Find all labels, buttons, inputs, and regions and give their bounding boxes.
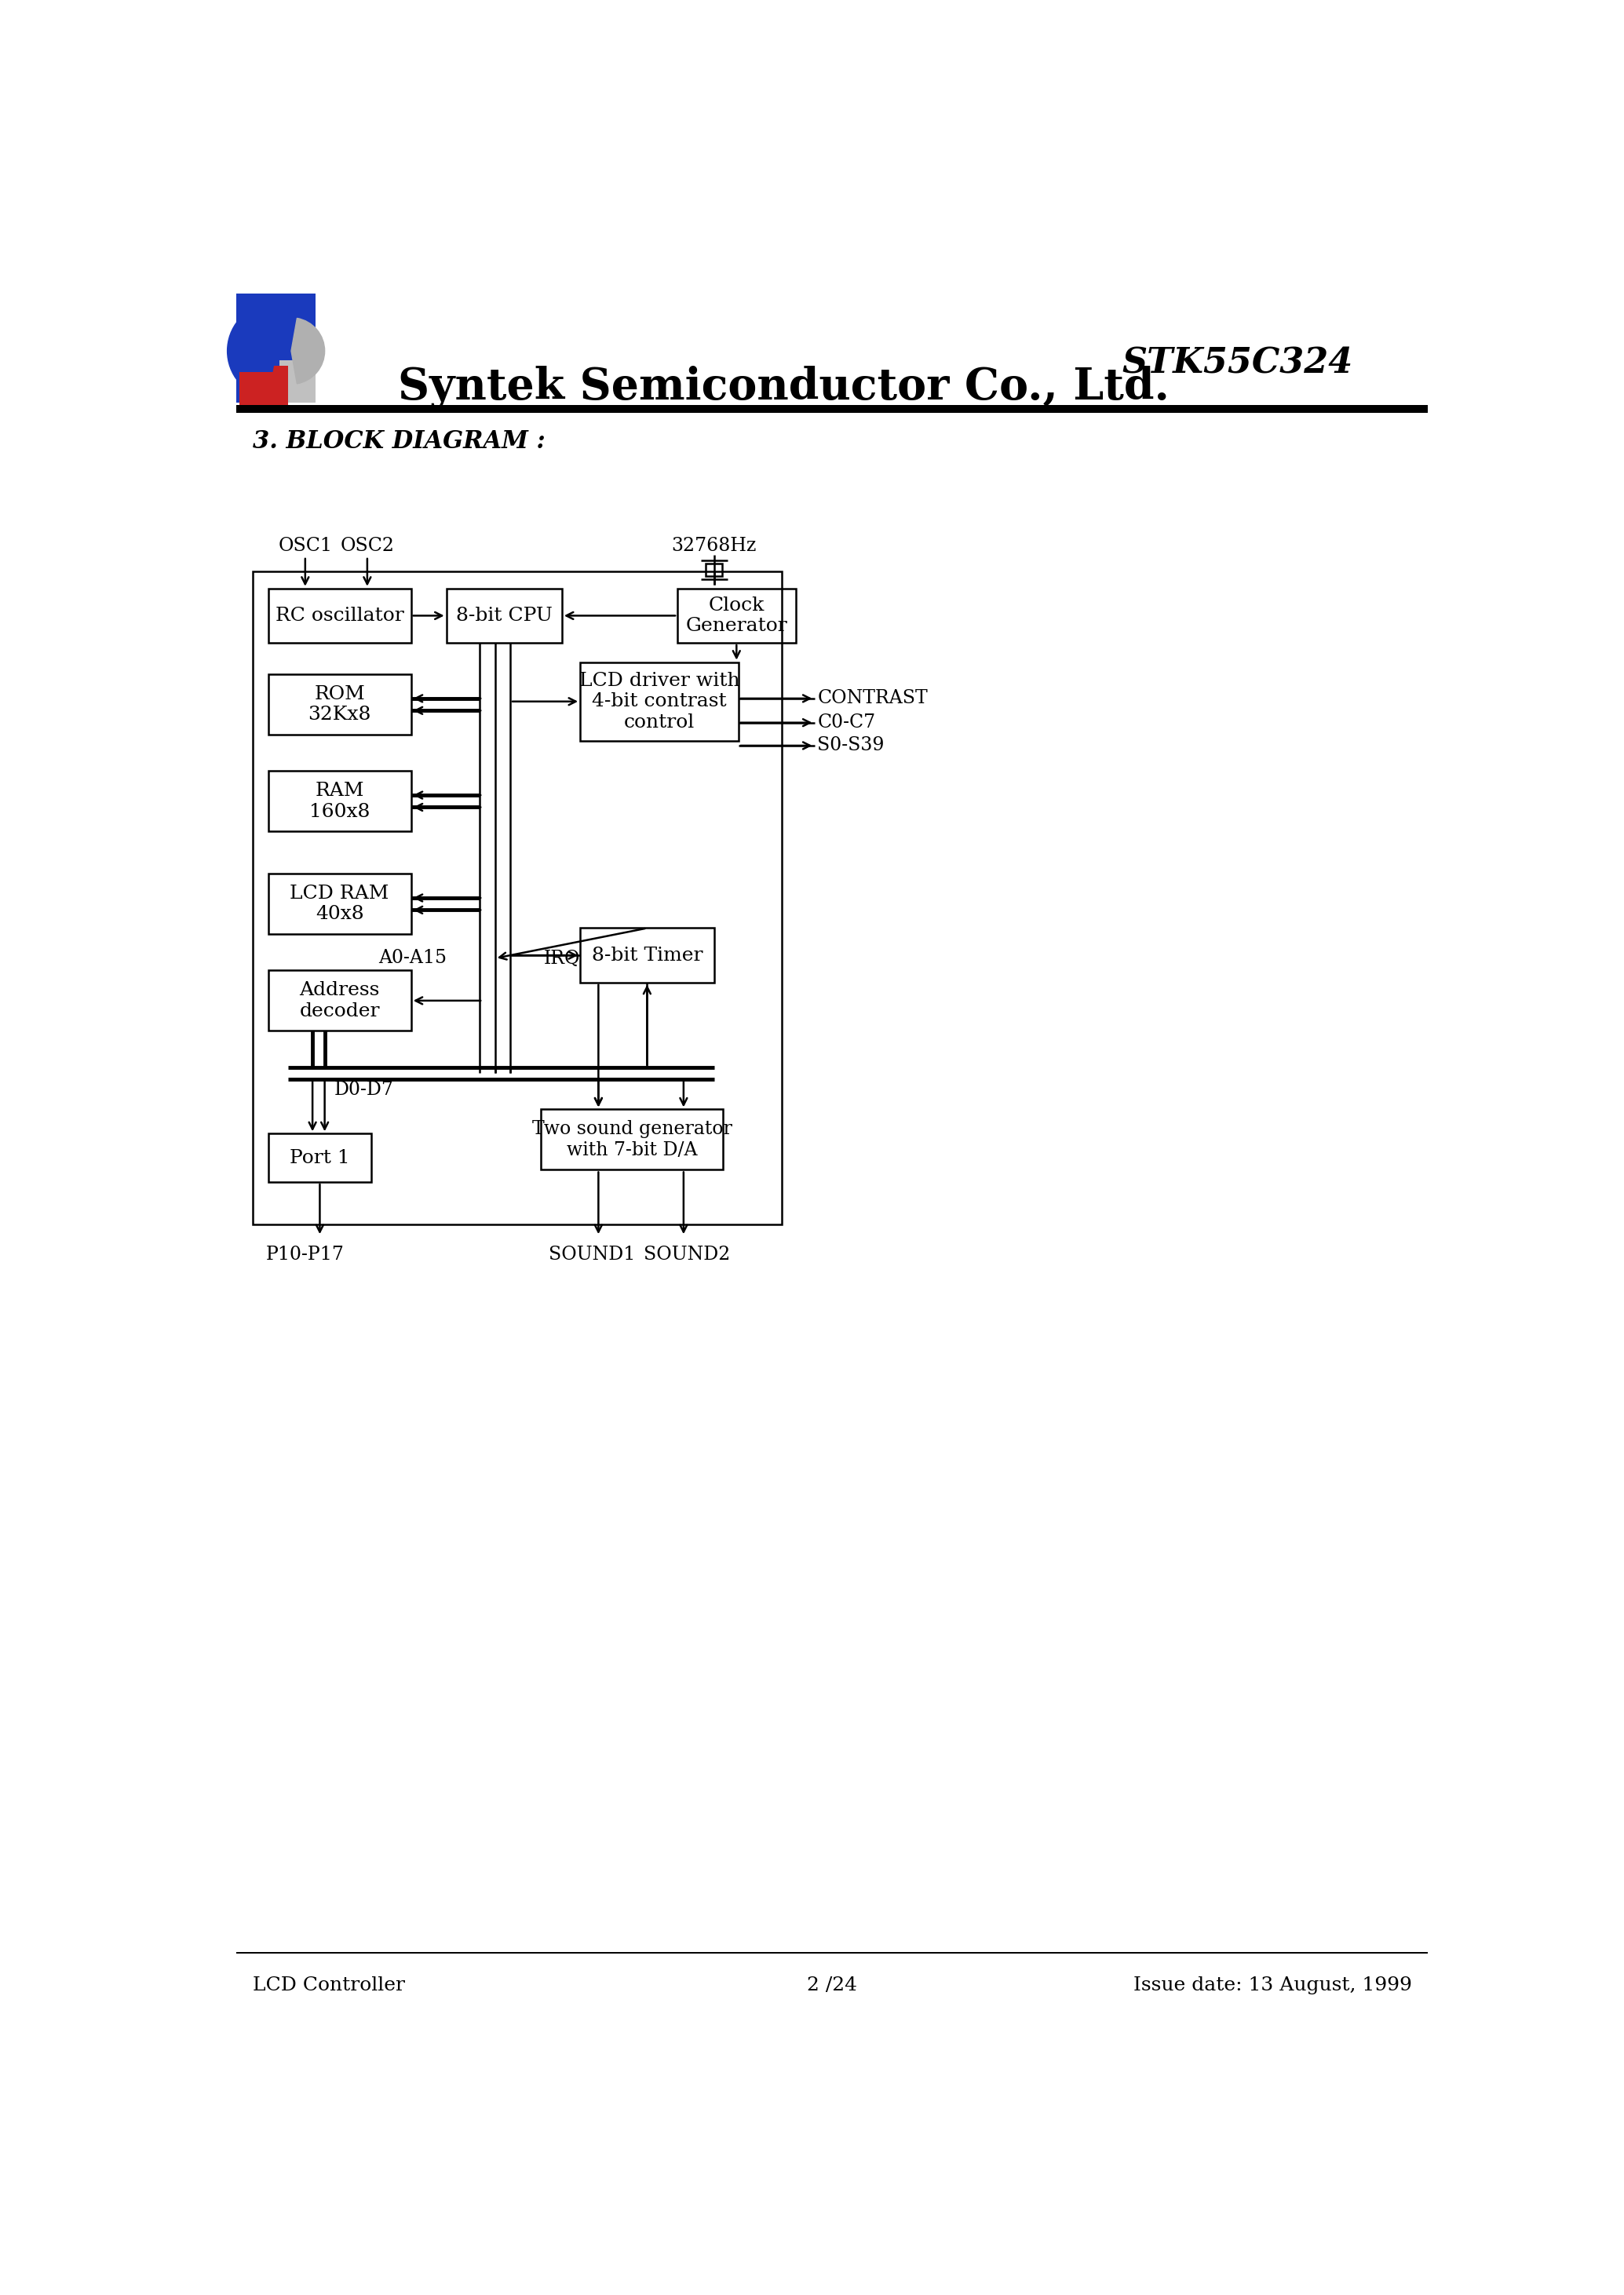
Text: OSC2: OSC2 xyxy=(339,537,395,555)
Text: Port 1: Port 1 xyxy=(289,1150,349,1166)
Text: IRQ: IRQ xyxy=(544,950,580,968)
FancyBboxPatch shape xyxy=(239,372,287,406)
Text: Two sound generator
with 7-bit D/A: Two sound generator with 7-bit D/A xyxy=(531,1120,732,1159)
Bar xyxy=(268,874,411,934)
Text: LCD RAM
40x8: LCD RAM 40x8 xyxy=(291,884,390,923)
Text: OSC1: OSC1 xyxy=(278,537,333,555)
Bar xyxy=(447,588,562,643)
Bar xyxy=(541,1108,723,1170)
Bar xyxy=(268,588,411,643)
FancyBboxPatch shape xyxy=(279,360,315,402)
Text: 32768Hz: 32768Hz xyxy=(671,537,757,555)
Text: CONTRAST: CONTRAST xyxy=(817,688,927,707)
Bar xyxy=(268,675,411,734)
Bar xyxy=(677,588,796,643)
Text: LCD driver with
4-bit contrast
control: LCD driver with 4-bit contrast control xyxy=(578,672,739,732)
Text: 8-bit CPU: 8-bit CPU xyxy=(456,606,552,624)
Bar xyxy=(237,406,1427,413)
Text: SOUND2: SOUND2 xyxy=(643,1246,729,1265)
Wedge shape xyxy=(291,319,325,383)
Bar xyxy=(705,565,723,576)
Text: STK55C324: STK55C324 xyxy=(1122,347,1353,381)
Text: Address
decoder: Address decoder xyxy=(299,982,380,1019)
Text: D0-D7: D0-D7 xyxy=(335,1081,395,1099)
Text: Syntek Semiconductor Co., Ltd.: Syntek Semiconductor Co., Ltd. xyxy=(398,365,1169,409)
Text: RAM
160x8: RAM 160x8 xyxy=(309,783,370,822)
Bar xyxy=(268,1134,372,1182)
Bar xyxy=(268,971,411,1030)
Text: Clock
Generator: Clock Generator xyxy=(685,597,788,636)
Wedge shape xyxy=(227,303,276,399)
Bar xyxy=(268,771,411,831)
Text: C0-C7: C0-C7 xyxy=(817,714,875,732)
Bar xyxy=(580,927,715,982)
Text: 3. BLOCK DIAGRAM :: 3. BLOCK DIAGRAM : xyxy=(253,429,546,454)
FancyBboxPatch shape xyxy=(237,294,315,402)
Text: S0-S39: S0-S39 xyxy=(817,737,885,755)
Text: ROM
32Kx8: ROM 32Kx8 xyxy=(309,684,372,723)
Text: 2 /24: 2 /24 xyxy=(807,1976,857,1994)
Bar xyxy=(580,663,739,741)
FancyBboxPatch shape xyxy=(242,367,287,402)
Bar xyxy=(253,571,783,1223)
Text: P10-P17: P10-P17 xyxy=(266,1246,344,1265)
Text: LCD Controller: LCD Controller xyxy=(253,1976,404,1994)
Text: RC oscillator: RC oscillator xyxy=(276,606,404,624)
Text: SOUND1: SOUND1 xyxy=(549,1246,635,1265)
Text: Issue date: 13 August, 1999: Issue date: 13 August, 1999 xyxy=(1134,1976,1411,1994)
Text: 8-bit Timer: 8-bit Timer xyxy=(591,946,703,964)
Text: A0-A15: A0-A15 xyxy=(378,950,447,968)
